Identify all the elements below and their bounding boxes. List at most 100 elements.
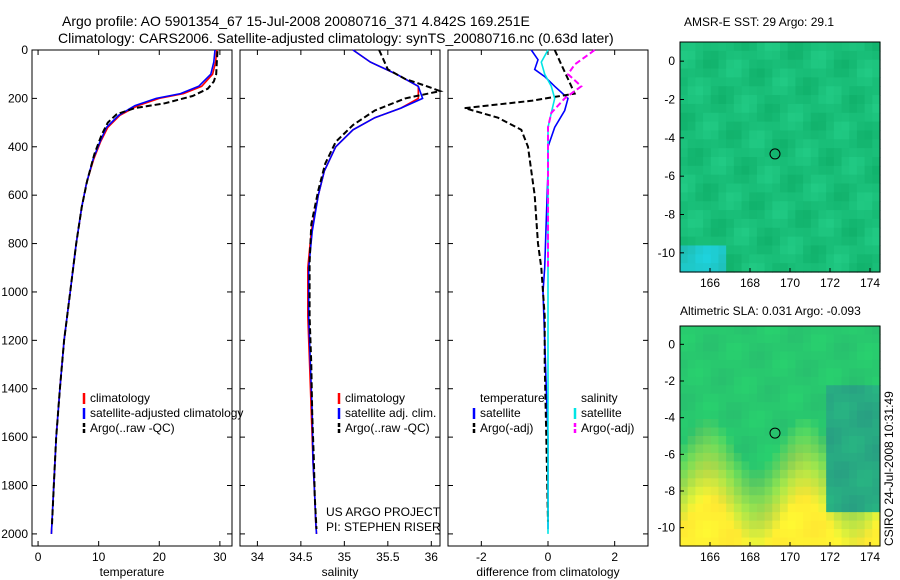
sla-map-cell [733, 486, 743, 496]
sst-map-cell [718, 42, 727, 52]
sst-map-cell [787, 218, 796, 229]
sst-map-cell [826, 95, 835, 105]
sst-map-cell [833, 263, 843, 273]
x-tick-label: 174 [860, 276, 880, 290]
sst-map-cell [833, 103, 843, 114]
sst-map-cell [772, 42, 781, 52]
sst-map-cell [703, 130, 712, 140]
sst-map-cell [810, 121, 820, 132]
sst-map-cell [680, 103, 689, 114]
sla-map-cell [833, 503, 843, 513]
sst-map-cell [849, 192, 858, 202]
sla-map-cell [680, 461, 689, 471]
sst-map-cell [680, 42, 689, 52]
sst-map-cell [826, 245, 835, 255]
sla-map-cell [772, 529, 781, 539]
y-tick-label: 1200 [1, 333, 28, 347]
sla-map-cell [718, 495, 727, 505]
sst-map-cell [703, 42, 712, 52]
sla-map-cell [818, 503, 827, 513]
sst-map-cell [780, 42, 789, 52]
sst-map-cell [749, 148, 758, 158]
sst-map-cell [803, 157, 812, 167]
sst-map-cell [841, 139, 850, 149]
sst-map-cell [864, 59, 873, 70]
sla-map-cell [764, 529, 773, 539]
sla-map-cell [810, 478, 820, 488]
sst-map-cell [872, 245, 881, 255]
x-tick-label: 35 [338, 550, 352, 564]
sst-map-cell [764, 130, 773, 140]
sla-map-cell [780, 351, 789, 361]
sla-map-cell [841, 427, 850, 437]
sla-map-cell [849, 342, 858, 352]
sla-map-cell [810, 461, 820, 471]
sst-map-cell [810, 192, 820, 202]
sla-map-cell [787, 359, 796, 369]
sla-map-cell [749, 393, 758, 403]
legend-entry: Argo(..raw -QC) [345, 421, 430, 435]
sla-map-cell [680, 427, 689, 437]
sla-map-cell [726, 393, 735, 403]
sla-map-cell [756, 402, 766, 412]
y-tick-label: 1400 [1, 382, 28, 396]
sla-map-cell [864, 410, 873, 420]
sst-map-cell [849, 86, 858, 96]
sla-map-cell [872, 461, 881, 471]
sla-map-cell [710, 368, 720, 378]
sla-map-cell [733, 342, 743, 352]
sla-map-cell [703, 512, 712, 522]
sst-map-cell [787, 210, 796, 220]
sla-map-cell [726, 520, 735, 530]
sla-map-cell [710, 326, 720, 336]
sla-map-cell [710, 452, 720, 462]
sst-map-cell [772, 121, 781, 132]
sst-map-cell [849, 121, 858, 132]
sla-map-cell [687, 410, 696, 420]
sst-map-cell [718, 218, 727, 229]
sst-map-cell [787, 95, 796, 105]
legend-entry: satellite [581, 406, 622, 420]
sla-map-cell [803, 410, 812, 420]
sst-map-cell [856, 130, 866, 140]
sst-map-cell [726, 192, 735, 202]
sst-map-cell [733, 86, 743, 96]
sst-map-cell [680, 121, 689, 132]
sla-map-cell [749, 376, 758, 386]
sst-map-cell [764, 148, 773, 158]
sst-map-cell [780, 192, 789, 202]
sla-map-cell [787, 342, 796, 352]
sla-map-cell [841, 334, 850, 344]
sla-map-cell [680, 486, 689, 496]
sst-map-cell [864, 210, 873, 220]
sla-map-cell [756, 342, 766, 352]
sst-map-cell [726, 42, 735, 52]
sla-map-cell [864, 334, 873, 344]
sst-map-cell [680, 263, 689, 273]
sla-map-cell [856, 444, 866, 454]
sst-map-cell [803, 245, 812, 255]
sst-map-cell [841, 130, 850, 140]
sla-map-cell [826, 393, 835, 403]
sst-map-cell [680, 183, 689, 193]
sst-map-cell [856, 103, 866, 114]
sst-map-cell [741, 50, 750, 61]
sla-map-cell [749, 444, 758, 454]
sla-map-cell [687, 393, 696, 403]
y-tick-label: 400 [8, 140, 28, 154]
sst-map-cell [749, 59, 758, 70]
sla-map-cell [756, 529, 766, 539]
sla-map-cell [718, 359, 727, 369]
sla-map-cell [803, 427, 812, 437]
sst-map-cell [780, 245, 789, 255]
sla-map-cell [703, 342, 712, 352]
sst-map-cell [772, 157, 781, 167]
sla-map-cell [756, 359, 766, 369]
sst-map-cell [718, 130, 727, 140]
sst-map-cell [810, 263, 820, 273]
sla-map-cell [733, 376, 743, 386]
sst-map-cell [695, 245, 704, 255]
sla-map-cell [810, 427, 820, 437]
sst-map-cell [856, 254, 866, 264]
sla-map-cell [810, 402, 820, 412]
